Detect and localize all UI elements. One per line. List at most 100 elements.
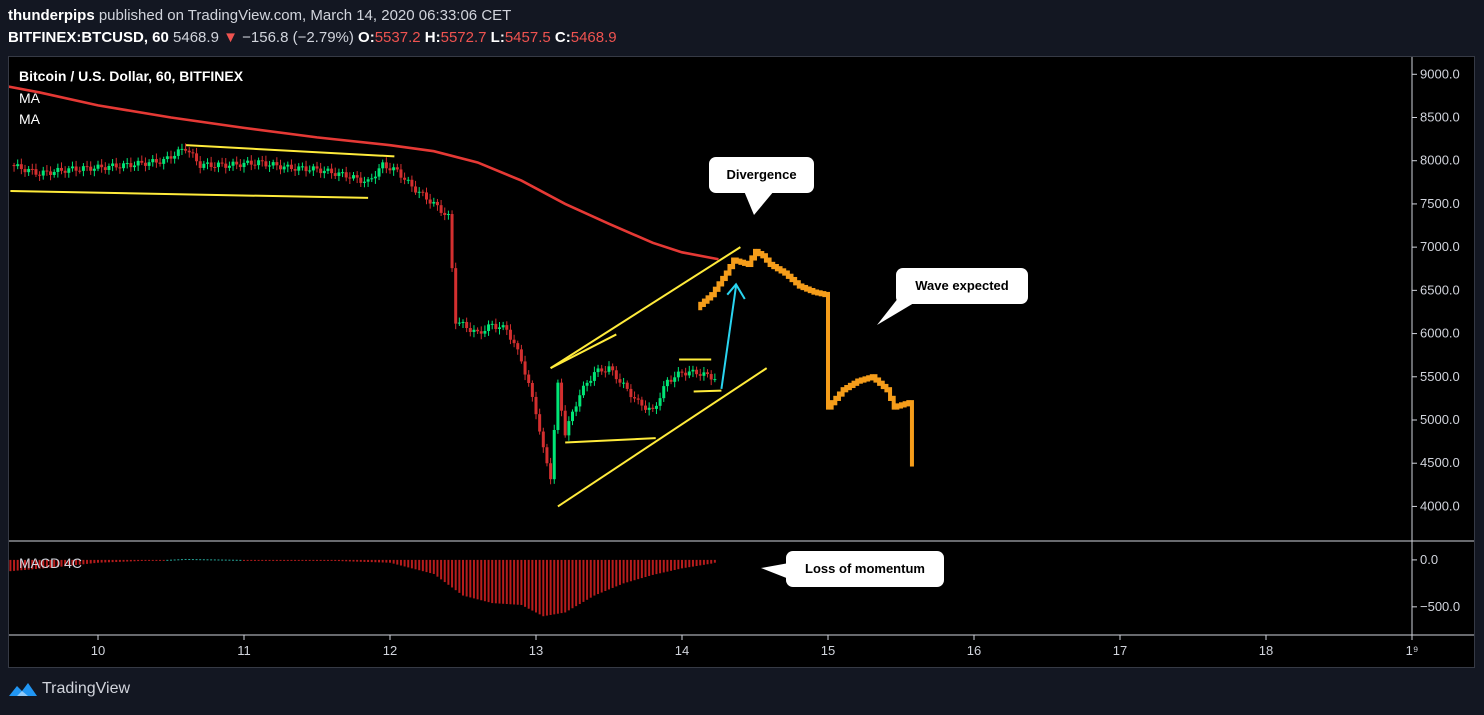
candle-body xyxy=(669,379,673,382)
candle-body xyxy=(19,164,23,170)
candle-body xyxy=(147,162,151,166)
projection-bar xyxy=(844,384,849,393)
macd-bar xyxy=(159,559,162,561)
macd-bar xyxy=(575,559,578,607)
time-tick-label: 12 xyxy=(383,643,397,658)
chart-header: thunderpips published on TradingView.com… xyxy=(8,5,617,49)
ma-legend-2[interactable]: MA xyxy=(19,111,40,127)
wave-callout-text: Wave expected xyxy=(915,278,1009,293)
momentum-callout[interactable]: Loss of momentum xyxy=(761,551,944,587)
candle-body xyxy=(154,159,158,163)
macd-bar xyxy=(334,559,337,561)
projection-bar xyxy=(899,402,903,409)
trendline xyxy=(565,437,656,444)
candle-body xyxy=(636,398,640,400)
trendline xyxy=(550,333,617,370)
macd-bar xyxy=(644,559,647,578)
macd-bar xyxy=(279,559,282,561)
candle-body xyxy=(330,168,334,174)
arrow-shaft xyxy=(720,285,738,390)
macd-legend[interactable]: MACD 4C xyxy=(19,555,83,571)
projection-bar xyxy=(763,253,768,263)
price-tick-label: 4000.0 xyxy=(1420,498,1460,513)
projection-bar xyxy=(877,377,882,386)
candle-body xyxy=(118,167,122,169)
tradingview-brand[interactable]: TradingView xyxy=(42,680,131,697)
candle-body xyxy=(428,199,432,204)
candle-body xyxy=(235,161,239,165)
author-name[interactable]: thunderpips xyxy=(8,7,95,24)
candle-body xyxy=(395,167,399,170)
macd-bar xyxy=(173,559,176,561)
projection-bar xyxy=(858,377,863,384)
candle-body xyxy=(249,160,253,165)
macd-bar xyxy=(622,559,625,584)
candle-body xyxy=(687,371,691,376)
projection-bar xyxy=(818,290,823,297)
macd-bar xyxy=(111,559,114,563)
candle-body xyxy=(304,166,308,172)
projection-bar xyxy=(862,376,867,383)
candle-body xyxy=(151,159,155,163)
candle-body xyxy=(30,168,34,170)
macd-bar xyxy=(118,559,121,562)
candle-body xyxy=(713,379,717,381)
ma-legend-1[interactable]: MA xyxy=(19,90,40,106)
macd-bar xyxy=(71,559,74,566)
candle-body xyxy=(56,167,60,172)
candle-body xyxy=(684,372,688,376)
candle-body xyxy=(421,191,425,193)
candle-body xyxy=(541,431,545,448)
close-value: 5468.9 xyxy=(570,29,617,46)
candle-body xyxy=(618,379,622,383)
macd-bar xyxy=(290,559,293,561)
macd-bar xyxy=(706,559,709,565)
projection-bar xyxy=(880,380,885,390)
macd-bar xyxy=(713,559,716,563)
macd-bar xyxy=(396,559,399,565)
macd-bar xyxy=(640,559,643,579)
trendline xyxy=(693,389,722,393)
macd-bar xyxy=(611,559,614,588)
candle-body xyxy=(275,162,279,166)
candle-body xyxy=(341,172,345,174)
macd-bar xyxy=(531,559,534,611)
projection-bar xyxy=(909,400,914,467)
macd-bar xyxy=(421,559,424,572)
macd-bar xyxy=(89,559,92,564)
macd-bar xyxy=(542,559,545,617)
candle-body xyxy=(129,163,133,168)
candle-body xyxy=(498,327,501,329)
candle-body xyxy=(140,160,144,163)
macd-bar xyxy=(407,559,410,568)
macd-bar xyxy=(670,559,673,571)
macd-bar xyxy=(104,559,107,563)
wave-callout[interactable]: Wave expected xyxy=(877,268,1028,325)
candle-body xyxy=(133,165,136,168)
macd-tick-label: −500.0 xyxy=(1420,599,1460,614)
publish-line: thunderpips published on TradingView.com… xyxy=(8,5,617,27)
macd-bar xyxy=(443,559,446,583)
divergence-callout[interactable]: Divergence xyxy=(709,157,814,215)
projection-bar xyxy=(774,263,779,272)
macd-bar xyxy=(677,559,680,570)
macd-bar xyxy=(210,559,213,561)
projection-bar xyxy=(855,378,860,386)
chart-frame[interactable]: 9000.0 8500.0 8000.0 7500.0 7000.0 6500.0 6000… xyxy=(8,56,1475,668)
projection-bar xyxy=(734,257,739,264)
candle-body xyxy=(516,343,520,350)
candle-body xyxy=(519,349,523,362)
projection-bar xyxy=(767,257,772,268)
arrow-head xyxy=(726,282,746,300)
macd-bar xyxy=(374,559,377,563)
chart-canvas[interactable]: 9000.0 8500.0 8000.0 7500.0 7000.0 6500.0 6000… xyxy=(9,57,1474,667)
candle-body xyxy=(410,179,414,187)
macd-bar xyxy=(297,559,300,561)
macd-bar xyxy=(491,559,494,604)
candle-body xyxy=(355,175,359,178)
low-value: 5457.5 xyxy=(504,29,551,46)
candle-body xyxy=(468,328,472,332)
tradingview-logo-icon[interactable] xyxy=(8,680,38,698)
projection-bar xyxy=(742,259,747,266)
projection-bar xyxy=(756,248,761,257)
